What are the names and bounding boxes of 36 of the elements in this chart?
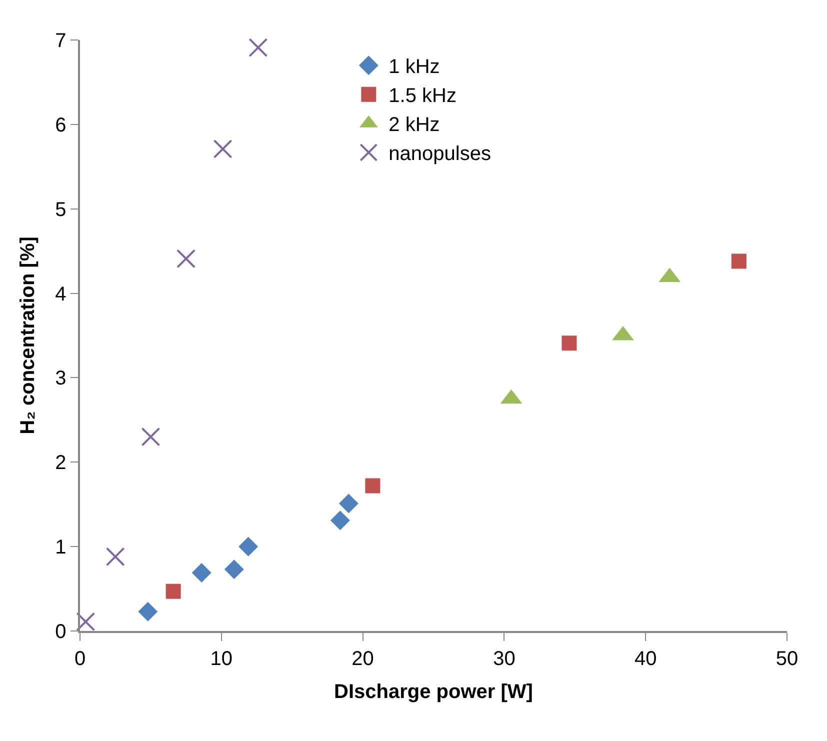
y-tick-label: 4 (55, 283, 66, 306)
y-axis-title: H₂ concentration [%] (17, 236, 40, 434)
x-tick-label: 50 (776, 648, 798, 670)
x-tick-label: 0 (74, 648, 86, 670)
point (76, 612, 96, 632)
point (176, 249, 196, 268)
y-tick-label: 2 (55, 452, 66, 474)
point (166, 584, 181, 599)
point (248, 38, 268, 58)
y-tick-label: 5 (55, 198, 66, 221)
point (213, 139, 232, 158)
y-tick-label: 7 (55, 30, 66, 52)
point (330, 510, 350, 530)
point (562, 336, 577, 351)
y-tick-label: 6 (55, 114, 66, 136)
point (192, 562, 212, 582)
y-tick-label: 0 (55, 621, 66, 643)
point (365, 478, 380, 494)
legend-label: 2 kHz (388, 114, 440, 136)
point (138, 602, 158, 622)
point (224, 560, 244, 580)
x-tick-label: 20 (352, 648, 374, 670)
y-tick-label: 1 (55, 536, 66, 559)
x-tick-label: 40 (634, 648, 657, 670)
legend-label: 1 kHz (388, 56, 440, 78)
x-tick-label: 30 (493, 648, 516, 670)
point (106, 547, 125, 566)
legend-label: 1.5 kHz (388, 85, 456, 108)
point (731, 254, 746, 269)
point (238, 536, 258, 556)
y-tick-label: 3 (55, 368, 66, 390)
legend-label: nanopulses (388, 143, 491, 166)
point (141, 427, 160, 446)
x-axis-title: DIscharge power [W] (334, 680, 533, 703)
x-tick-label: 10 (210, 648, 233, 670)
point (338, 494, 358, 514)
